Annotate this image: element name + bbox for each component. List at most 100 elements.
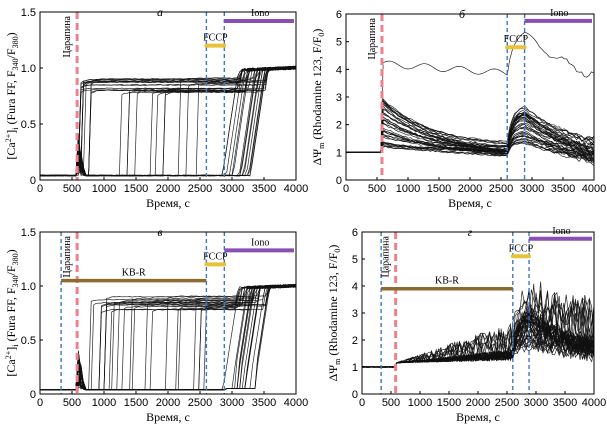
scratch-label: Царапина [62, 235, 73, 277]
y-tick-label: 6 [336, 9, 342, 21]
trace-line [362, 288, 594, 368]
x-axis-title: Время, с [146, 410, 190, 424]
iono-label: Iono [550, 8, 568, 19]
trace-line [40, 65, 296, 177]
x-tick-label: 500 [63, 397, 81, 409]
y-tick-label: 5 [352, 254, 358, 266]
y-tick-label: 1.0 [21, 281, 36, 293]
traces-group [40, 65, 296, 177]
trace-line [346, 109, 594, 162]
panel-d: KB-R FCCP Iono Царапина 0 500 1000 1500 2000 2500… [326, 225, 606, 424]
traces-group [346, 31, 594, 166]
x-tick-label: 500 [368, 183, 386, 195]
x-tick-label: 0 [343, 183, 349, 195]
traces-group [40, 283, 296, 391]
x-tick-label: 3500 [252, 397, 276, 409]
x-tick-label: 4000 [284, 183, 308, 195]
trace-line [40, 284, 296, 391]
y-tick-label: 1.5 [21, 227, 36, 239]
y-tick-label: 2 [336, 120, 342, 132]
x-tick-label: 0 [359, 397, 365, 409]
y-tick-label: 3 [336, 92, 342, 104]
x-tick-label: 4000 [582, 397, 606, 409]
trace-line [40, 284, 296, 391]
fccp-label: FCCP [504, 34, 529, 45]
x-tick-label: 3500 [551, 183, 575, 195]
x-tick-label: 500 [63, 183, 81, 195]
panel-c: KB-R FCCP Iono Царапина 0 500 1000 1500 2000 2500… [4, 225, 308, 424]
x-tick-label: 2000 [156, 183, 180, 195]
iono-label: Iono [251, 8, 269, 19]
y-axis-title: ΔΨm (Rhodamine 123, F/F0) [326, 245, 342, 382]
y-tick-label: 0 [30, 175, 36, 187]
x-tick-label: 3500 [252, 183, 276, 195]
x-tick-label: 1000 [408, 397, 432, 409]
trace-line [346, 140, 594, 163]
trace-line [362, 281, 594, 368]
y-tick-label: 0 [352, 389, 358, 401]
y-axis-title: [Ca2+]i (Fura FF, F340/F380) [4, 32, 20, 159]
iono-label: Iono [251, 237, 269, 248]
y-tick-label: 0 [30, 389, 36, 401]
x-tick-label: 3000 [220, 183, 244, 195]
y-tick-label: 1.0 [21, 63, 36, 75]
x-tick-label: 4000 [582, 183, 606, 195]
trace-line [346, 114, 594, 154]
y-tick-label: 6 [352, 227, 358, 239]
y-tick-label: 5 [336, 37, 342, 49]
trace-line [40, 65, 296, 177]
y-tick-label: 3 [352, 308, 358, 320]
x-tick-label: 3500 [553, 397, 577, 409]
y-tick-label: 2 [352, 335, 358, 347]
x-tick-label: 1500 [124, 397, 148, 409]
trace-line [346, 103, 594, 154]
panel-letter: г [468, 225, 473, 239]
x-axis-title: Время, с [448, 196, 492, 210]
panel-letter: а [157, 5, 163, 19]
iono-label: Iono [552, 226, 570, 237]
x-tick-label: 2500 [489, 183, 513, 195]
x-tick-label: 4000 [284, 397, 308, 409]
trace-line [346, 104, 594, 164]
x-tick-label: 1000 [396, 183, 420, 195]
trace-line [40, 66, 296, 177]
y-axis-title: [Ca2+]i (Fura FF, F340/F380) [4, 249, 20, 376]
y-tick-label: 1 [352, 362, 358, 374]
x-tick-label: 500 [382, 397, 400, 409]
x-tick-label: 2000 [458, 183, 482, 195]
x-tick-label: 2500 [188, 397, 212, 409]
y-tick-label: 0.5 [21, 335, 36, 347]
x-tick-label: 1500 [437, 397, 461, 409]
x-tick-label: 3000 [524, 397, 548, 409]
y-tick-label: 4 [336, 64, 342, 76]
fccp-label: FCCP [203, 33, 228, 44]
x-tick-label: 2000 [156, 397, 180, 409]
kbr-label: KB-R [122, 268, 146, 279]
scratch-label: Царапина [367, 17, 378, 59]
trace-line [346, 112, 594, 154]
x-tick-label: 1000 [92, 397, 116, 409]
y-tick-label: 4 [352, 281, 358, 293]
x-tick-label: 0 [37, 183, 43, 195]
trace-line [40, 284, 296, 391]
x-tick-label: 3000 [520, 183, 544, 195]
trace-line [346, 135, 594, 160]
y-axis-title: ΔΨm (Rhodamine 123, F/F0) [310, 29, 326, 166]
y-tick-label: 1.5 [21, 7, 36, 19]
y-tick-label: 1 [336, 147, 342, 159]
panel-b: FCCP Iono Царапина 0 500 1000 1500 2000 2500 3000… [310, 7, 606, 210]
trace-line [346, 99, 594, 154]
trace-line [346, 31, 594, 153]
panel-a: FCCP Iono Царапина 0 500 1000 1500 2000 2500 3000… [4, 5, 308, 210]
trace-line [346, 101, 594, 157]
x-tick-label: 1000 [92, 183, 116, 195]
x-tick-label: 2500 [188, 183, 212, 195]
kbr-label: KB-R [435, 276, 459, 287]
x-tick-label: 2500 [495, 397, 519, 409]
trace-line [40, 66, 296, 177]
scratch-label: Царапина [62, 15, 73, 57]
traces-group [362, 281, 594, 368]
x-tick-label: 2000 [466, 397, 490, 409]
x-tick-label: 1500 [427, 183, 451, 195]
